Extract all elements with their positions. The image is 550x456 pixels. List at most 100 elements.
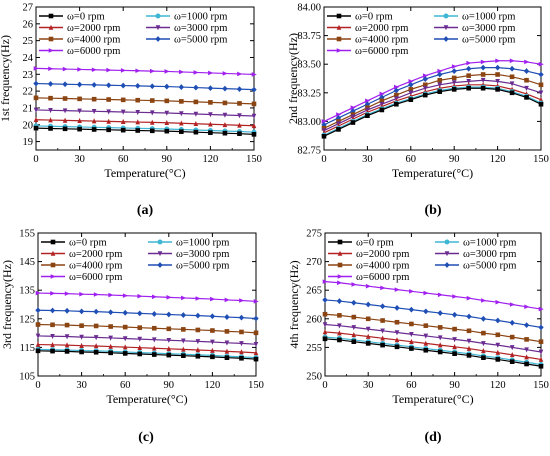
data-point [253, 350, 259, 356]
data-point [76, 81, 83, 88]
legend-item: ω=0 rpm [328, 238, 394, 249]
data-point [408, 306, 415, 313]
series-line [37, 335, 257, 345]
data-point [380, 342, 385, 348]
legend-item: ω=6000 rpm [41, 272, 122, 283]
data-point [538, 82, 544, 88]
data-point [451, 80, 457, 86]
data-point [137, 351, 143, 357]
data-point [179, 111, 184, 117]
data-point [91, 109, 97, 115]
data-point [210, 328, 215, 333]
data-point [466, 60, 472, 66]
data-point [93, 343, 99, 349]
data-point [351, 339, 357, 344]
data-point [151, 337, 157, 343]
data-point [64, 349, 70, 354]
x-tick-label: 0 [33, 154, 38, 165]
y-axis-label: 2nd frequency(Hz) [286, 33, 300, 124]
data-point [253, 330, 259, 336]
y-tick-label: 135 [19, 286, 35, 297]
data-point [451, 75, 457, 81]
data-point [237, 113, 242, 119]
data-point [379, 98, 385, 104]
data-point [239, 341, 244, 347]
panel-label: (c) [138, 430, 154, 445]
plot-area [323, 6, 542, 151]
y-tick-label: 83.00 [297, 117, 321, 128]
data-point [208, 121, 213, 127]
x-tick-label: 30 [362, 154, 373, 165]
data-point [79, 349, 84, 355]
data-point [437, 82, 443, 88]
y-tick-label: 145 [19, 257, 35, 268]
legend-label: ω=4000 rpm [67, 35, 120, 46]
series-line [37, 292, 257, 302]
data-point [495, 349, 501, 355]
legend-marker [443, 13, 449, 19]
data-point [538, 349, 544, 355]
data-point [322, 279, 328, 284]
data-point [509, 319, 515, 326]
legend-marker [155, 13, 161, 19]
data-point [495, 79, 500, 85]
y-tick-label: 20 [23, 120, 34, 131]
data-point [437, 335, 443, 341]
legend-item: ω=4000 rpm [41, 261, 122, 272]
data-point [466, 338, 472, 344]
data-point [149, 128, 155, 134]
data-point [509, 58, 515, 64]
data-point [495, 72, 500, 77]
x-tick-label: 120 [490, 380, 506, 391]
data-point [35, 341, 41, 347]
series-6 [33, 66, 257, 77]
series-line [323, 73, 542, 129]
data-point [481, 298, 487, 303]
data-point [480, 85, 486, 91]
legend-marker [48, 36, 54, 42]
data-point [224, 329, 230, 334]
data-point [365, 98, 371, 104]
data-point [409, 321, 414, 327]
data-point [151, 345, 157, 351]
legend-label: ω=0 rpm [67, 12, 105, 23]
data-point [64, 291, 70, 296]
data-point [466, 295, 472, 301]
y-tick-label: 24 [23, 53, 34, 64]
data-point [350, 120, 356, 125]
x-tick-label: 60 [406, 380, 417, 391]
data-point [108, 335, 113, 341]
legend-marker [444, 251, 450, 257]
legend-item: ω=1000 rpm [435, 238, 516, 249]
data-point [509, 359, 515, 364]
data-point [452, 294, 458, 299]
legend-marker [443, 25, 449, 31]
data-point [106, 109, 111, 115]
data-point [237, 122, 242, 128]
data-point [451, 64, 457, 69]
legend-item: ω=0 rpm [39, 12, 105, 23]
legend-item: ω=0 rpm [327, 12, 393, 23]
data-point [480, 77, 486, 84]
data-point [79, 334, 84, 340]
panel-label: (a) [137, 203, 154, 218]
data-point [49, 307, 56, 314]
data-point [351, 282, 357, 287]
data-point [35, 348, 41, 354]
data-point [48, 107, 53, 114]
data-point [178, 84, 185, 90]
data-point [135, 83, 141, 89]
data-point [437, 89, 443, 94]
legend-label: ω=2000 rpm [69, 249, 122, 260]
data-point [538, 339, 544, 344]
series-group [322, 279, 544, 369]
data-point [495, 58, 501, 64]
data-point [494, 64, 501, 71]
chart-panel-2: 0 30 60 90 120 150 82.75 83.00 83.25 83.50 83.75 84… [286, 3, 549, 219]
legend-item: ω=1000 rpm [434, 12, 515, 23]
legend-label: ω=0 rpm [69, 238, 107, 249]
data-point [321, 119, 327, 124]
series-0 [35, 348, 259, 362]
legend-label: ω=2000 rpm [355, 23, 408, 34]
